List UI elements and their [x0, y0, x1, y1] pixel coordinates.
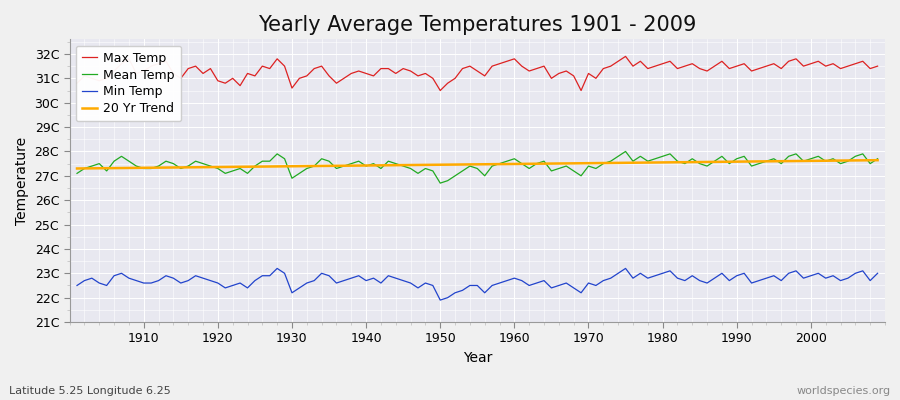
20 Yr Trend	[872, 158, 883, 162]
Mean Temp	[606, 159, 616, 164]
Max Temp	[130, 71, 141, 76]
Max Temp	[872, 64, 883, 68]
Min Temp	[302, 281, 312, 286]
20 Yr Trend	[72, 166, 83, 171]
Line: 20 Yr Trend: 20 Yr Trend	[77, 160, 878, 168]
Text: Latitude 5.25 Longitude 6.25: Latitude 5.25 Longitude 6.25	[9, 386, 171, 396]
Max Temp	[294, 76, 305, 81]
Mean Temp	[517, 161, 527, 166]
Max Temp	[72, 81, 83, 86]
20 Yr Trend	[338, 163, 349, 168]
Min Temp	[272, 266, 283, 271]
Mean Temp	[338, 164, 349, 168]
20 Yr Trend	[501, 162, 512, 166]
Min Temp	[130, 278, 141, 283]
Legend: Max Temp, Mean Temp, Min Temp, 20 Yr Trend: Max Temp, Mean Temp, Min Temp, 20 Yr Tre…	[76, 46, 181, 121]
X-axis label: Year: Year	[463, 351, 492, 365]
Mean Temp	[872, 156, 883, 161]
20 Yr Trend	[598, 161, 608, 166]
Line: Mean Temp: Mean Temp	[77, 152, 878, 183]
20 Yr Trend	[294, 164, 305, 168]
Line: Max Temp: Max Temp	[77, 56, 878, 90]
Min Temp	[613, 271, 624, 276]
Min Temp	[517, 278, 527, 283]
Min Temp	[435, 298, 446, 302]
Line: Min Temp: Min Temp	[77, 268, 878, 300]
Mean Temp	[509, 156, 520, 161]
Max Temp	[606, 64, 616, 68]
Max Temp	[620, 54, 631, 59]
20 Yr Trend	[130, 166, 141, 170]
Mean Temp	[620, 149, 631, 154]
Max Temp	[338, 76, 349, 81]
Mean Temp	[72, 171, 83, 176]
20 Yr Trend	[509, 162, 520, 166]
Y-axis label: Temperature: Temperature	[15, 137, 29, 225]
Title: Yearly Average Temperatures 1901 - 2009: Yearly Average Temperatures 1901 - 2009	[258, 15, 697, 35]
Min Temp	[72, 283, 83, 288]
Min Temp	[524, 283, 535, 288]
Min Temp	[346, 276, 356, 280]
Max Temp	[435, 88, 446, 93]
Min Temp	[872, 271, 883, 276]
Max Temp	[517, 64, 527, 68]
Mean Temp	[294, 171, 305, 176]
Mean Temp	[130, 164, 141, 168]
Max Temp	[509, 56, 520, 61]
Mean Temp	[435, 181, 446, 186]
Text: worldspecies.org: worldspecies.org	[796, 386, 891, 396]
